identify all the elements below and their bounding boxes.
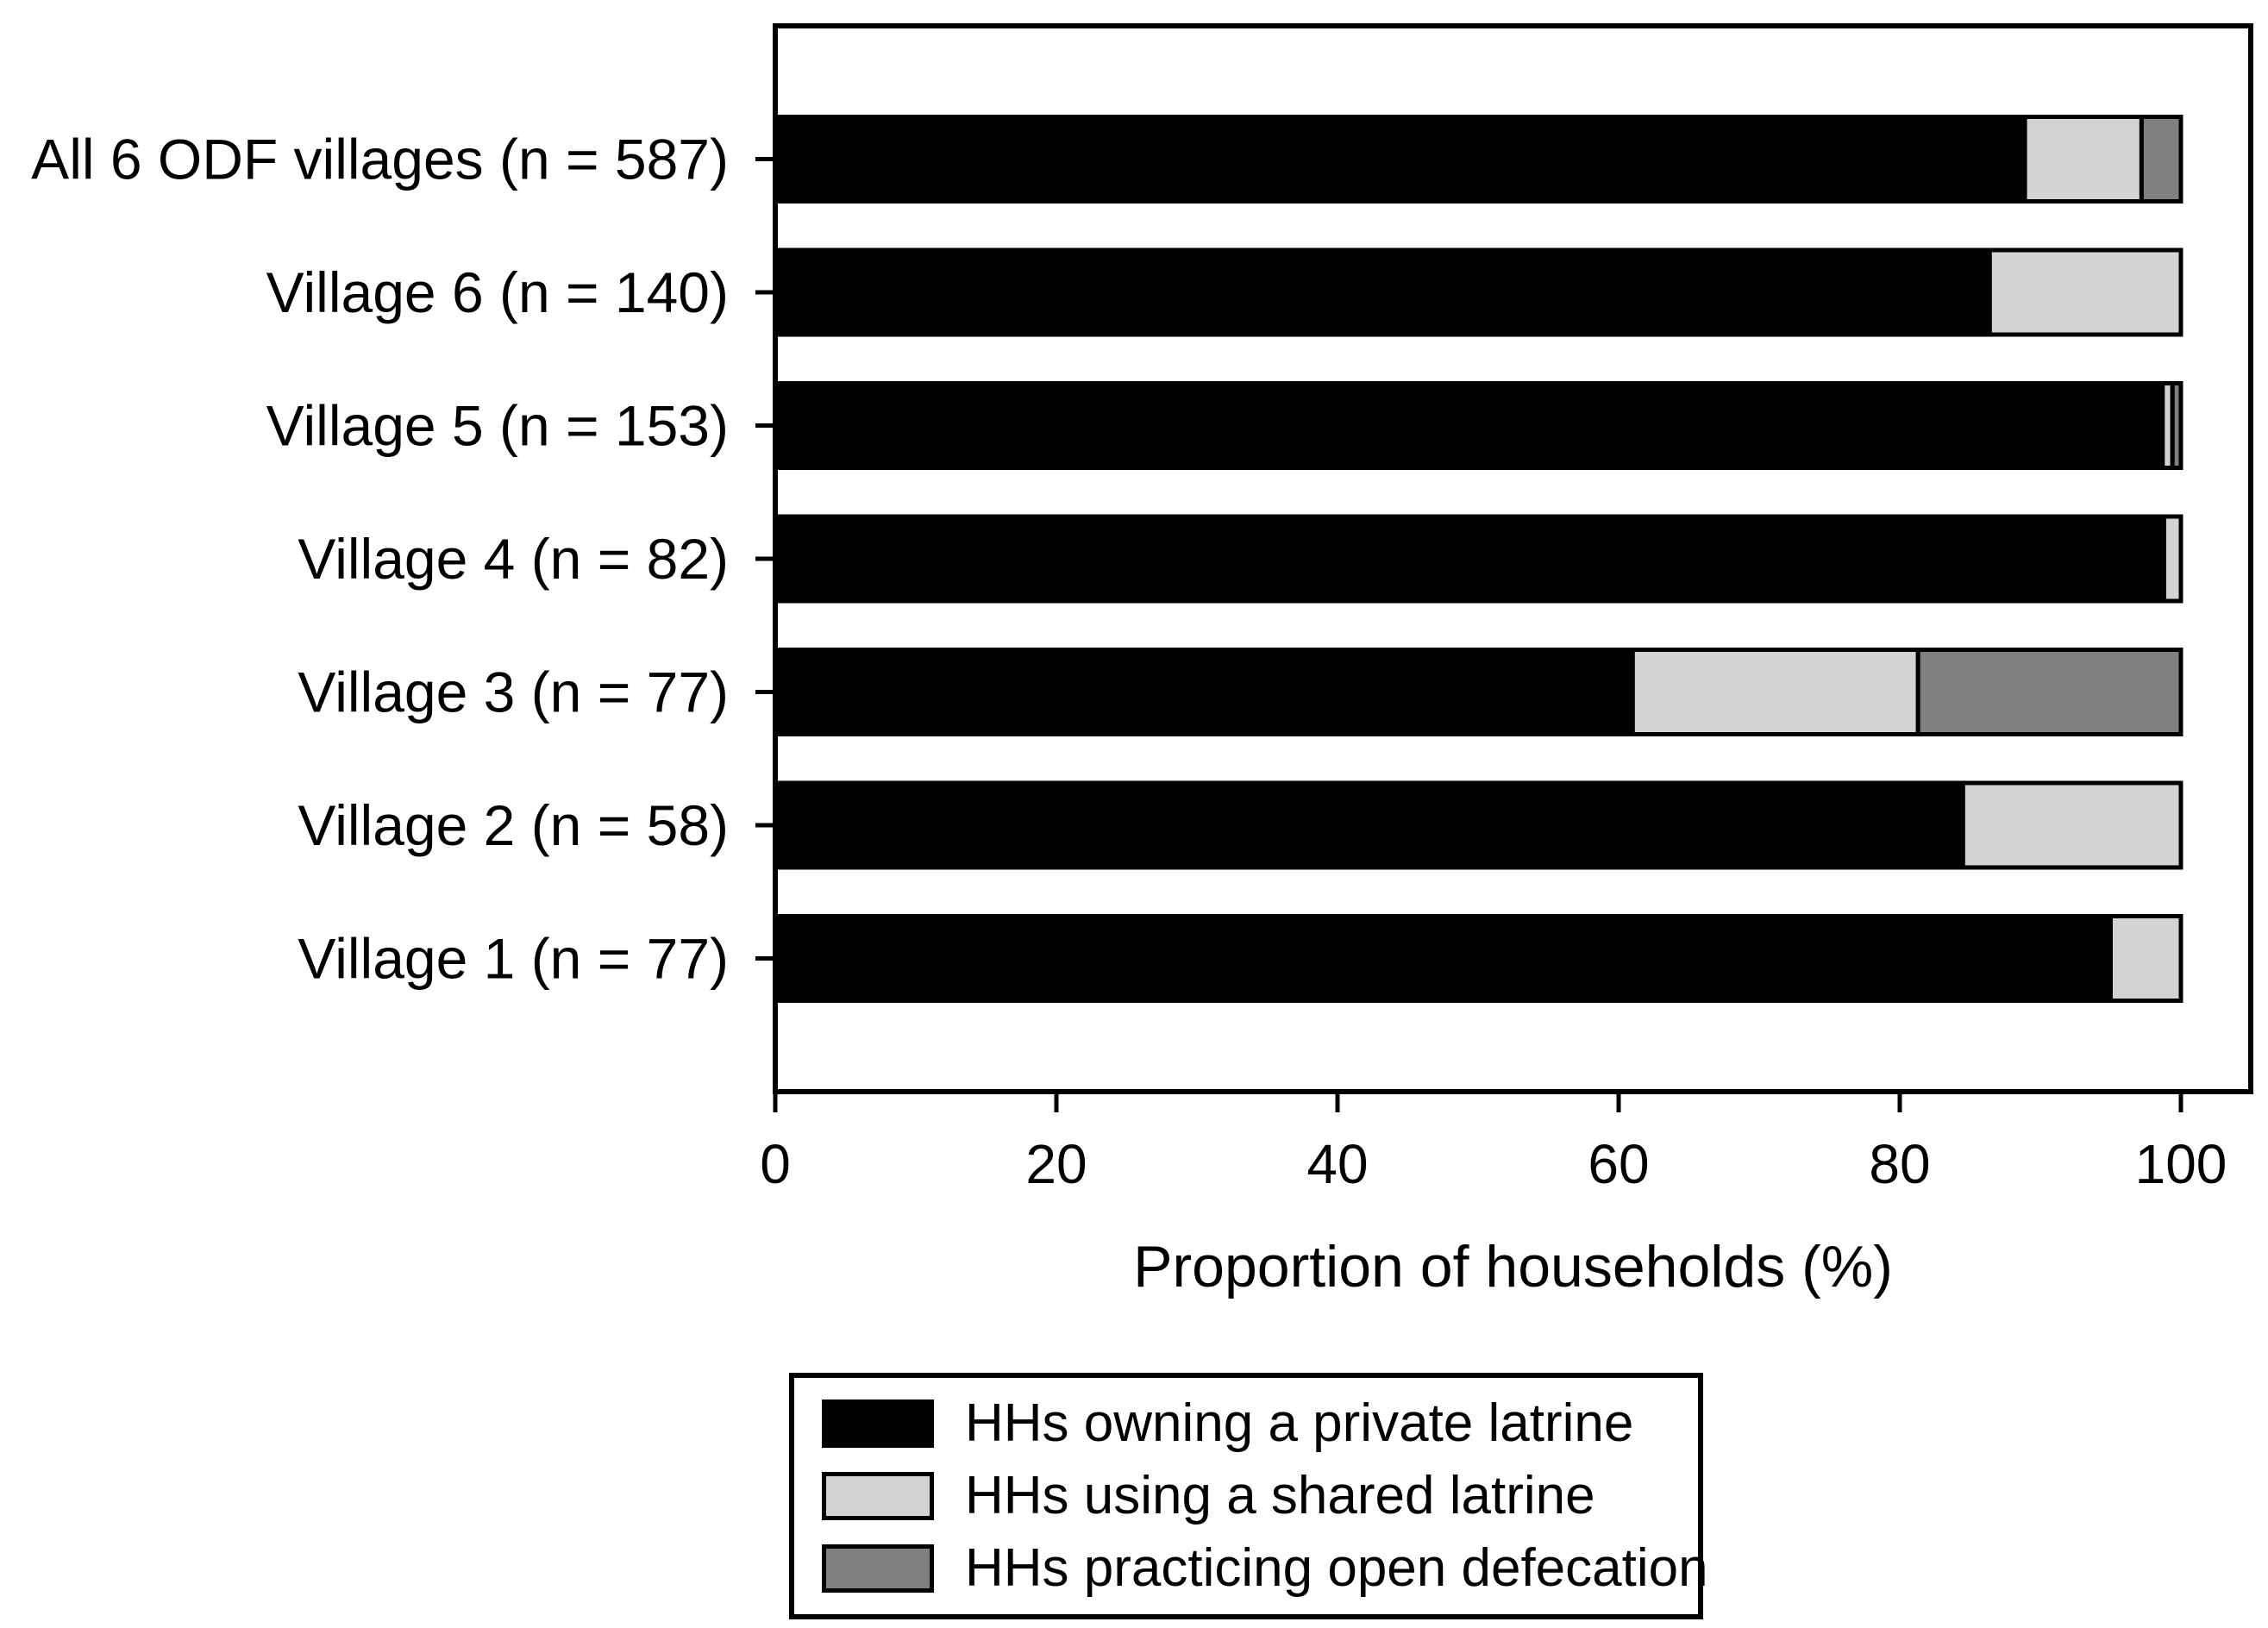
legend-label-shared-latrine: HHs using a shared latrine: [965, 1466, 1595, 1525]
bar-segment-series1-row5: [1960, 780, 2183, 870]
bar-segment-series0-row3: [773, 514, 2166, 604]
legend-swatch-open-defecation: [822, 1544, 934, 1593]
legend-label-open-defecation: HHs practicing open defecation: [965, 1538, 1708, 1598]
x-tick-label: 20: [1025, 1133, 1087, 1195]
bar-segment-series0-row6: [773, 914, 2113, 1003]
x-tick-label: 80: [1869, 1133, 1930, 1195]
bar-segment-series1-row4: [1630, 648, 1920, 736]
x-axis-title: Proportion of households (%): [1133, 1234, 1893, 1299]
y-axis-label: Village 2 (n = 58): [298, 793, 729, 857]
bar-segment-series1-row1: [1987, 247, 2183, 337]
bar-segment-series1-row3: [2161, 514, 2183, 604]
y-axis-label: All 6 ODF villages (n = 587): [31, 128, 729, 191]
legend: HHs owning a private latrine HHs using a…: [789, 1373, 1708, 1619]
x-tick-label: 40: [1306, 1133, 1368, 1195]
bar-segment-series2-row4: [1915, 648, 2183, 736]
bar-segment-series0-row1: [773, 247, 1992, 337]
y-axis-label: Village 1 (n = 77): [298, 927, 729, 991]
bar-segment-series0-row5: [773, 780, 1965, 870]
legend-item-open-defecation: HHs practicing open defecation: [822, 1542, 1708, 1595]
bar-segment-series2-row2: [2170, 381, 2183, 470]
legend-item-shared-latrine: HHs using a shared latrine: [822, 1469, 1698, 1523]
x-tick-label: 100: [2135, 1133, 2227, 1195]
legend-label-private-latrine: HHs owning a private latrine: [965, 1393, 1634, 1453]
bar-segment-series1-row6: [2108, 914, 2183, 1003]
x-tick-label: 0: [760, 1133, 791, 1195]
y-axis-label: Village 6 (n = 140): [266, 260, 729, 324]
legend-swatch-private-latrine: [822, 1399, 934, 1448]
bar-segment-series0-row4: [773, 648, 1635, 736]
y-axis-label: Village 3 (n = 77): [298, 661, 729, 724]
y-axis-label: Village 4 (n = 82): [298, 527, 729, 591]
legend-item-private-latrine: HHs owning a private latrine: [822, 1397, 1698, 1450]
bar-segment-series2-row0: [2139, 115, 2183, 204]
y-axis-label: Village 5 (n = 153): [266, 394, 729, 458]
bar-segment-series0-row0: [773, 115, 2027, 204]
legend-swatch-shared-latrine: [822, 1472, 934, 1520]
bar-segment-series0-row2: [773, 381, 2165, 470]
bar-segment-series1-row0: [2022, 115, 2144, 204]
x-tick-label: 60: [1588, 1133, 1649, 1195]
